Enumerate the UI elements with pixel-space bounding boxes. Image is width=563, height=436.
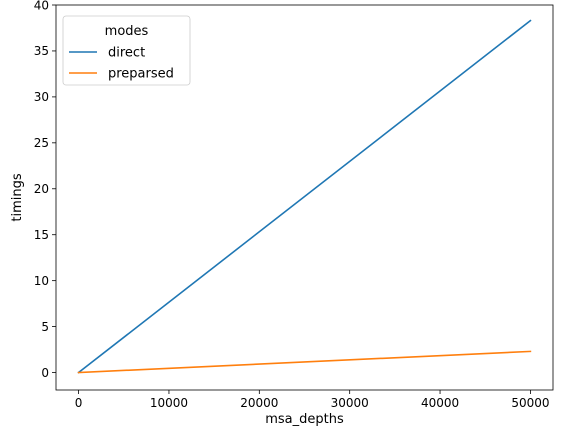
y-axis-label: timings	[10, 173, 25, 221]
legend-entries: direct preparsed	[69, 46, 174, 82]
legend: modes direct preparsed	[62, 15, 191, 86]
x-axis: 0 10000 20000 30000 40000 50000	[75, 390, 550, 410]
x-tick-label: 20000	[240, 396, 278, 410]
y-tick-label: 35	[34, 44, 49, 58]
axes-frame	[55, 4, 554, 391]
y-tick-label: 15	[34, 228, 49, 242]
y-tick-label: 20	[34, 182, 49, 196]
y-tick-label: 5	[41, 320, 49, 334]
x-tick-label: 10000	[150, 396, 188, 410]
legend-title: modes	[105, 24, 149, 39]
legend-label-preparsed: preparsed	[108, 67, 174, 82]
legend-box	[62, 15, 191, 86]
legend-label-direct: direct	[108, 46, 145, 61]
x-tick-label: 0	[75, 396, 83, 410]
x-tick-label: 50000	[511, 396, 549, 410]
series-line-preparsed	[77, 350, 532, 374]
y-tick-label: 10	[34, 274, 49, 288]
y-tick-label: 25	[34, 136, 49, 150]
series-line-direct	[77, 19, 532, 374]
x-axis-label: msa_depths	[265, 412, 344, 427]
y-axis: 0 5 10 15 20 25 30 35 40	[34, 0, 56, 380]
y-tick-label: 0	[41, 366, 49, 380]
x-tick-label: 30000	[331, 396, 369, 410]
x-tick-label: 40000	[421, 396, 459, 410]
series-lines	[77, 19, 532, 374]
y-tick-label: 40	[34, 0, 49, 12]
y-tick-label: 30	[34, 90, 49, 104]
